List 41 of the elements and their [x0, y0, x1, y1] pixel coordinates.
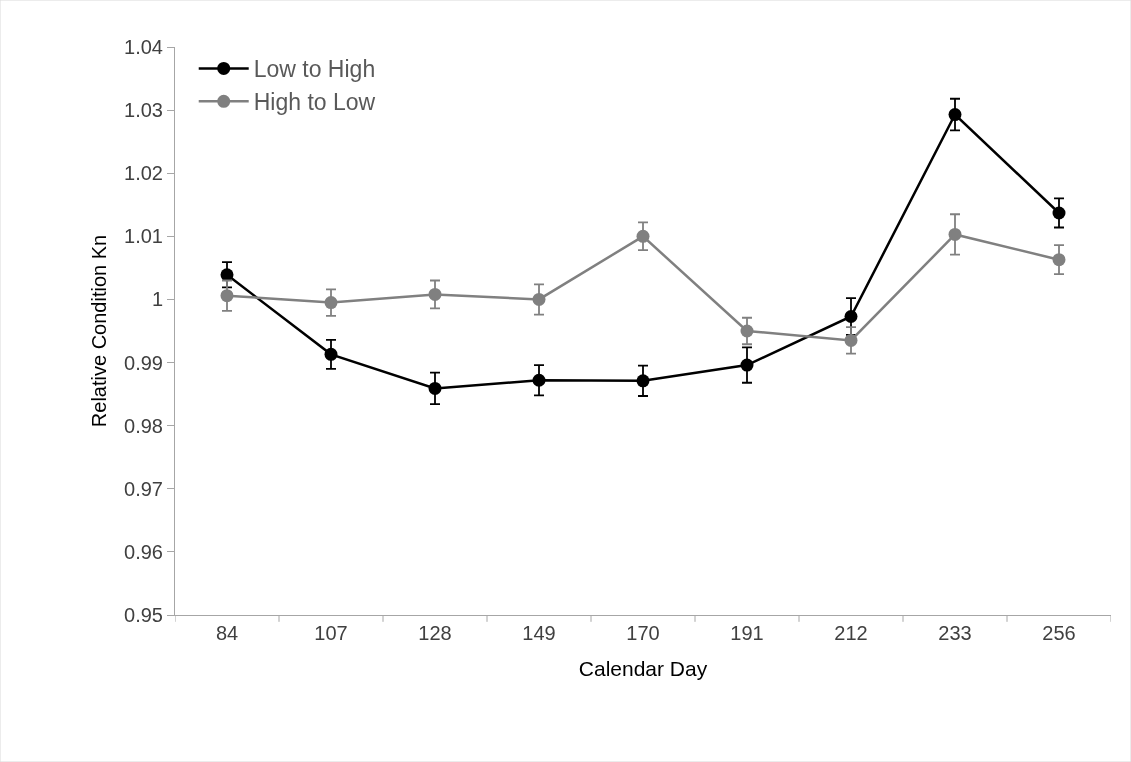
x-tick-label: 256	[1042, 622, 1076, 644]
point	[844, 333, 858, 347]
point	[636, 229, 650, 243]
legend-label: High to Low	[253, 89, 376, 116]
point	[1052, 206, 1066, 220]
y-tick-label: 0.96	[124, 540, 163, 563]
x-tick-label: 170	[626, 622, 660, 644]
x-tick-label: 191	[730, 622, 764, 644]
y-tick-label: 0.98	[124, 414, 163, 437]
point	[220, 268, 234, 282]
y-axis-title: Relative Condition Kn	[87, 234, 110, 428]
y-tick-label: 1.03	[124, 99, 163, 122]
x-tick-label: 107	[314, 622, 348, 644]
y-tick-label: 1.04	[124, 36, 163, 58]
point	[740, 358, 754, 372]
point	[324, 347, 338, 361]
point	[1052, 253, 1066, 267]
x-tick-label: 149	[522, 622, 556, 644]
y-tick-label: 0.99	[124, 351, 163, 374]
x-axis-title: Calendar Day	[578, 657, 708, 681]
point	[636, 374, 650, 388]
point	[948, 108, 962, 122]
y-tick-label: 1.01	[124, 225, 163, 248]
x-tick-label: 233	[938, 622, 972, 644]
y-tick-label: 1.02	[124, 162, 163, 185]
point	[948, 227, 962, 241]
x-tick-label: 128	[418, 622, 452, 644]
point	[844, 309, 858, 323]
point	[324, 296, 338, 310]
point	[532, 292, 546, 306]
point	[220, 289, 234, 303]
legend-label: Low to High	[253, 56, 376, 83]
y-tick-label: 1	[151, 288, 163, 311]
point	[740, 324, 754, 338]
point	[532, 373, 546, 387]
y-tick-label: 0.97	[124, 477, 163, 500]
point	[428, 287, 442, 301]
x-tick-label: 212	[834, 622, 868, 644]
point	[428, 381, 442, 395]
y-tick-label: 0.95	[124, 604, 163, 626]
x-tick-label: 84	[215, 622, 239, 644]
